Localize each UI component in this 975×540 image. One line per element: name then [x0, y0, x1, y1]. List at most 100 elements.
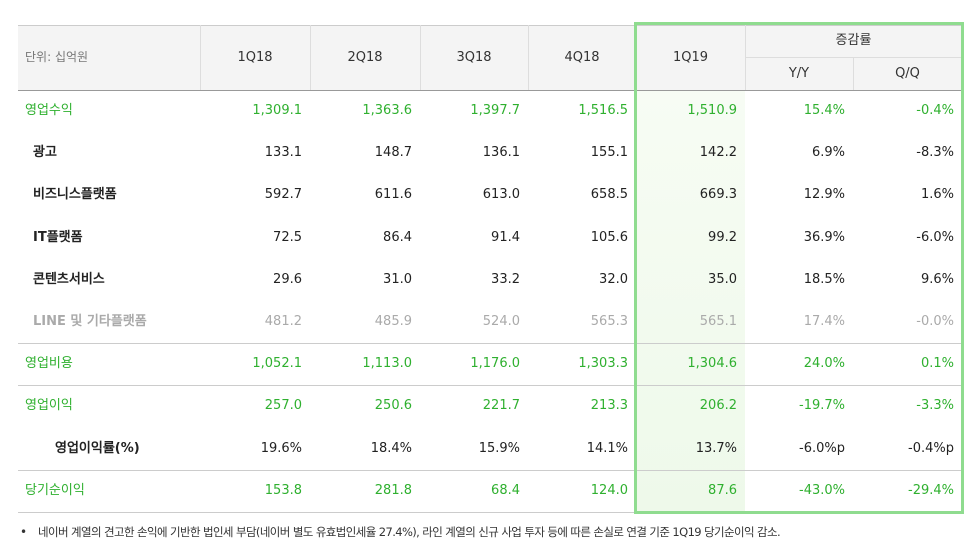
cell: 1,304.6: [687, 356, 737, 372]
cell: -0.0%: [916, 314, 954, 329]
column-header: 3Q18: [456, 50, 492, 65]
cell: 592.7: [264, 187, 302, 203]
row-line: [18, 343, 962, 345]
cell: 1,113.0: [362, 356, 412, 372]
cell: 1,052.1: [252, 356, 302, 372]
cell: -3.3%: [916, 398, 954, 414]
footnote: 네이버 계열의 견고한 손익에 기반한 법인세 부담(네이버 별도 유효법인세율…: [38, 525, 781, 539]
cell: 1,176.0: [470, 356, 520, 372]
cell: 281.8: [374, 482, 412, 498]
cell: 565.1: [699, 314, 737, 329]
cell: 1,516.5: [578, 103, 628, 118]
cell: 68.4: [491, 482, 520, 498]
column-header: 4Q18: [564, 50, 600, 65]
cell: 142.2: [699, 145, 737, 161]
highlight-col: [636, 90, 745, 512]
cell: 1,510.9: [687, 103, 737, 118]
row-label: 영업수익: [25, 103, 73, 118]
cell: 485.9: [374, 314, 412, 329]
cell: 87.6: [708, 482, 737, 498]
cell: 153.8: [264, 482, 302, 498]
row-label: 영업이익: [25, 398, 73, 414]
cell: 33.2: [491, 271, 520, 287]
v-line: [420, 25, 421, 90]
cell: 1,397.7: [470, 103, 520, 118]
column-header: 1Q18: [237, 50, 273, 65]
cell: 17.4%: [803, 314, 845, 329]
cell: -29.4%: [908, 482, 954, 498]
cell: 12.9%: [803, 187, 845, 203]
cell: 91.4: [491, 229, 520, 245]
cell: 13.7%: [695, 440, 737, 456]
cell: 221.7: [482, 398, 520, 414]
cell: 18.5%: [803, 271, 845, 287]
cell: 250.6: [374, 398, 412, 414]
row-label: 영업비용: [25, 356, 73, 372]
cell: 9.6%: [920, 271, 954, 287]
cell: 1,303.3: [578, 356, 628, 372]
v-line: [528, 25, 529, 90]
cell: 15.4%: [803, 103, 845, 118]
v-line: [310, 25, 311, 90]
column-header: 1Q19: [672, 50, 709, 65]
v-line: [200, 25, 201, 90]
cell: -6.0%: [916, 229, 954, 245]
cell: 32.0: [599, 271, 628, 287]
cell: 105.6: [590, 229, 628, 245]
cell: 206.2: [699, 398, 737, 414]
cell: -19.7%: [799, 398, 845, 414]
cell: 18.4%: [370, 440, 412, 456]
row-label: IT플랫폼: [33, 229, 83, 245]
cell: 14.1%: [586, 440, 628, 456]
v-line: [745, 25, 746, 90]
cell: 613.0: [482, 187, 520, 203]
cell: 669.3: [699, 187, 737, 203]
cell: -0.4%: [916, 103, 954, 118]
cell: 31.0: [383, 271, 412, 287]
row-label: 콘텐츠서비스: [33, 271, 105, 287]
cell: 29.6: [273, 271, 302, 287]
v-line: [853, 57, 854, 90]
cell: 133.1: [264, 145, 302, 161]
cell: -6.0%p: [799, 440, 845, 456]
row-label: 영업이익률(%): [55, 440, 140, 456]
cell: 35.0: [708, 271, 737, 287]
cell: -0.4%p: [908, 440, 954, 456]
cell: 1,309.1: [252, 103, 302, 118]
row-label: 비즈니스플랫폼: [33, 187, 117, 203]
row-label: 당기순이익: [25, 482, 85, 498]
bullet: •: [20, 525, 28, 539]
cell: 136.1: [482, 145, 520, 161]
cell: 1,363.6: [362, 103, 412, 118]
cell: 565.3: [590, 314, 628, 329]
row-line: [18, 512, 962, 513]
row-label: 광고: [33, 145, 57, 161]
cell: 155.1: [590, 145, 628, 161]
cell: 611.6: [374, 187, 412, 203]
unit-label: 단위: 십억원: [25, 50, 89, 64]
cell: 24.0%: [803, 356, 845, 372]
cell: 481.2: [264, 314, 302, 329]
line: [18, 90, 962, 91]
cell: 124.0: [590, 482, 628, 498]
change-header: 증감률: [835, 33, 872, 48]
row-line: [18, 469, 962, 471]
cell: 86.4: [383, 229, 412, 245]
cell: 72.5: [273, 229, 302, 245]
sub-header: Y/Y: [788, 66, 810, 81]
row-line: [18, 385, 962, 387]
column-header: 2Q18: [347, 50, 383, 65]
cell: 257.0: [264, 398, 302, 414]
cell: 1.6%: [920, 187, 954, 203]
row-label: LINE 및 기타플랫폼: [33, 314, 147, 329]
cell: -8.3%: [916, 145, 954, 161]
cell: 36.9%: [803, 229, 845, 245]
line: [18, 25, 962, 26]
cell: 524.0: [482, 314, 520, 329]
highlight-box: [634, 22, 964, 514]
cell: 213.3: [590, 398, 628, 414]
cell: -43.0%: [799, 482, 845, 498]
cell: 148.7: [374, 145, 412, 161]
cell: 6.9%: [811, 145, 845, 161]
